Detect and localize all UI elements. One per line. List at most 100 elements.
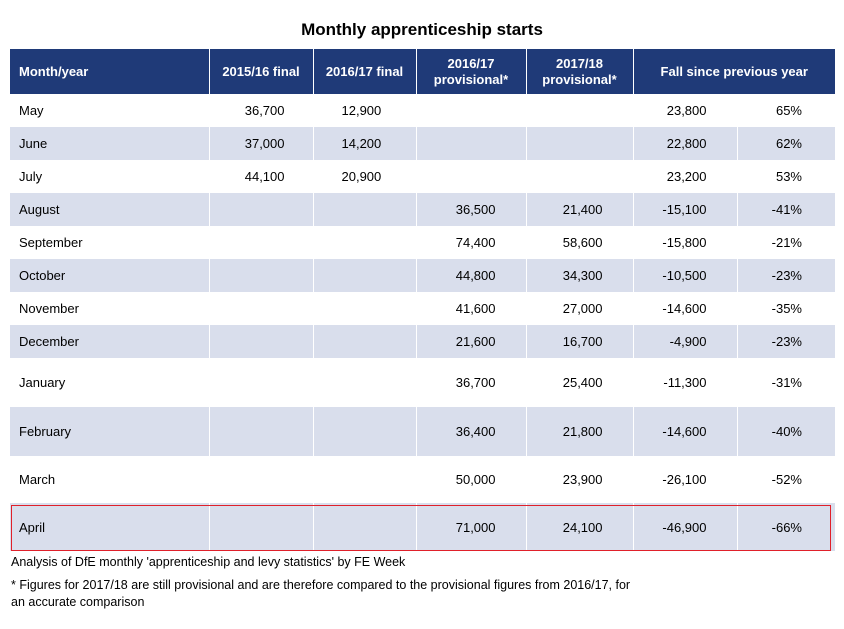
fall-percent: -52% bbox=[771, 472, 802, 487]
fall-percent: 53% bbox=[775, 169, 802, 184]
value-2017-18-provisional: 21,800 bbox=[526, 407, 634, 456]
month-cell: October bbox=[10, 259, 210, 292]
april-highlight-box bbox=[11, 505, 831, 551]
fall-count: -15,800 bbox=[633, 226, 738, 259]
value-2016-17-provisional: 50,000 bbox=[416, 456, 527, 503]
fall-percent: -31% bbox=[771, 375, 802, 390]
month-cell: August bbox=[10, 193, 210, 226]
value-2016-17-final bbox=[313, 407, 417, 456]
table-row: November 41,600 27,000 -14,600 -35% bbox=[10, 292, 835, 325]
month-cell: March bbox=[10, 456, 210, 503]
table-body: May 36,700 12,900 23,800 65% June 37,000 14,200… bbox=[10, 94, 835, 551]
value-2017-18-provisional bbox=[526, 127, 634, 160]
value-2015-16-final: 36,700 bbox=[209, 94, 314, 127]
fall-percent: -41% bbox=[737, 193, 835, 226]
footnote-line-1: * Figures for 2017/18 are still provisio… bbox=[11, 578, 631, 592]
month-cell: May bbox=[10, 94, 210, 127]
value-2015-16-final bbox=[209, 407, 314, 456]
fall-count: 23,200 bbox=[633, 160, 738, 193]
table-row: May 36,700 12,900 23,800 65% bbox=[10, 94, 835, 127]
table-row: August 36,500 21,400 -15,100 -41% bbox=[10, 193, 835, 226]
value-2017-18-provisional bbox=[526, 160, 634, 193]
fall-percent: -66% bbox=[737, 503, 835, 551]
value-2016-17-provisional bbox=[416, 94, 527, 127]
month-cell: November bbox=[10, 292, 210, 325]
table-row: April 71,000 24,100 -46,900 -66% bbox=[10, 503, 835, 551]
apprenticeship-starts-table: Month/year 2015/16 final 2016/17 final 2… bbox=[10, 49, 835, 551]
value-2016-17-provisional: 36,700 bbox=[416, 358, 527, 407]
value-2016-17-final bbox=[313, 292, 417, 325]
value-2015-16-final: 37,000 bbox=[209, 127, 314, 160]
column-header-2017-18-provisional: 2017/18 provisional* bbox=[526, 49, 634, 94]
value-2015-16-final bbox=[209, 358, 314, 407]
fall-count: -46,900 bbox=[633, 503, 738, 551]
fall-percent: -23% bbox=[737, 259, 835, 292]
month-cell: July bbox=[10, 160, 210, 193]
column-header-month: Month/year bbox=[10, 49, 210, 94]
fall-count: -26,100 bbox=[633, 456, 738, 503]
column-header-2015-16-final: 2015/16 final bbox=[209, 49, 314, 94]
table-row: September 74,400 58,600 -15,800 -21% bbox=[10, 226, 835, 259]
value-2017-18-provisional: 23,900 bbox=[526, 456, 634, 503]
month-cell: January bbox=[10, 358, 210, 407]
value-2017-18-provisional: 24,100 bbox=[526, 503, 634, 551]
column-header-2016-17-provisional-label: 2016/17 provisional* bbox=[433, 55, 509, 87]
value-2017-18-provisional: 34,300 bbox=[526, 259, 634, 292]
month-cell: June bbox=[10, 127, 210, 160]
fall-percent: 62% bbox=[737, 127, 835, 160]
table-row: December 21,600 16,700 -4,900 -23% bbox=[10, 325, 835, 358]
value-2017-18-provisional: 16,700 bbox=[526, 325, 634, 358]
value-2017-18-provisional: 25,400 bbox=[526, 358, 634, 407]
value-2017-18-provisional: 27,000 bbox=[526, 292, 634, 325]
value-2016-17-provisional: 36,500 bbox=[416, 193, 527, 226]
value-2015-16-final bbox=[209, 456, 314, 503]
fall-percent: -35% bbox=[771, 301, 802, 316]
month-cell: September bbox=[10, 226, 210, 259]
value-2016-17-provisional bbox=[416, 127, 527, 160]
value-2016-17-final: 20,900 bbox=[313, 160, 417, 193]
value-2016-17-final bbox=[313, 358, 417, 407]
column-header-2016-17-final: 2016/17 final bbox=[313, 49, 417, 94]
header-row: Month/year 2015/16 final 2016/17 final 2… bbox=[10, 49, 835, 94]
value-2017-18-provisional: 58,600 bbox=[526, 226, 634, 259]
column-header-2016-17-provisional: 2016/17 provisional* bbox=[416, 49, 527, 94]
value-2017-18-provisional bbox=[526, 94, 634, 127]
fall-percent: -40% bbox=[737, 407, 835, 456]
value-2016-17-final bbox=[313, 503, 417, 551]
value-2016-17-final bbox=[313, 325, 417, 358]
table-row: February 36,400 21,800 -14,600 -40% bbox=[10, 407, 835, 456]
column-header-2017-18-provisional-label: 2017/18 provisional* bbox=[542, 55, 617, 87]
value-2016-17-final: 14,200 bbox=[313, 127, 417, 160]
footnote-line-2: an accurate comparison bbox=[11, 595, 145, 609]
table-row: January 36,700 25,400 -11,300 -31% bbox=[10, 358, 835, 407]
fall-count: -15,100 bbox=[633, 193, 738, 226]
table-row: July 44,100 20,900 23,200 53% bbox=[10, 160, 835, 193]
month-cell: April bbox=[10, 503, 210, 551]
fall-percent: -23% bbox=[737, 325, 835, 358]
fall-count: -10,500 bbox=[633, 259, 738, 292]
column-header-fall: Fall since previous year bbox=[633, 49, 835, 94]
value-2016-17-provisional: 41,600 bbox=[416, 292, 527, 325]
fall-count: -14,600 bbox=[633, 407, 738, 456]
fall-count: -4,900 bbox=[633, 325, 738, 358]
value-2015-16-final: 44,100 bbox=[209, 160, 314, 193]
month-cell: December bbox=[10, 325, 210, 358]
value-2015-16-final bbox=[209, 226, 314, 259]
value-2016-17-provisional: 44,800 bbox=[416, 259, 527, 292]
value-2016-17-provisional: 74,400 bbox=[416, 226, 527, 259]
fall-percent: -21% bbox=[771, 235, 802, 250]
value-2016-17-provisional bbox=[416, 160, 527, 193]
value-2016-17-final: 12,900 bbox=[313, 94, 417, 127]
fall-count: -14,600 bbox=[633, 292, 738, 325]
value-2015-16-final bbox=[209, 193, 314, 226]
fall-percent: 65% bbox=[775, 103, 802, 118]
value-2016-17-final bbox=[313, 193, 417, 226]
value-2016-17-final bbox=[313, 226, 417, 259]
table-row: October 44,800 34,300 -10,500 -23% bbox=[10, 259, 835, 292]
table-row: March 50,000 23,900 -26,100 -52% bbox=[10, 456, 835, 503]
fall-count: 22,800 bbox=[633, 127, 738, 160]
value-2016-17-provisional: 36,400 bbox=[416, 407, 527, 456]
fall-count: 23,800 bbox=[633, 94, 738, 127]
value-2015-16-final bbox=[209, 325, 314, 358]
value-2016-17-final bbox=[313, 456, 417, 503]
